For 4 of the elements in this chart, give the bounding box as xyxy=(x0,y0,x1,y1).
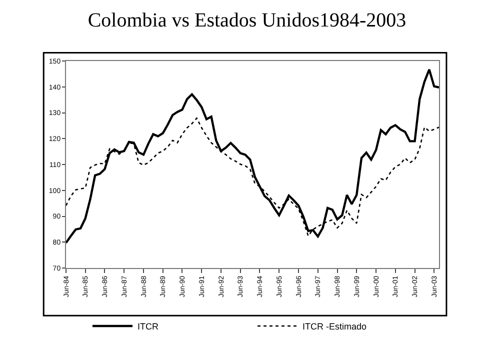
legend-label: ITCR -Estimado xyxy=(302,321,367,332)
legend-label: ITCR xyxy=(138,321,159,332)
chart-title: Colombia vs Estados Unidos1984-2003 xyxy=(88,9,406,32)
line-series xyxy=(66,68,439,244)
